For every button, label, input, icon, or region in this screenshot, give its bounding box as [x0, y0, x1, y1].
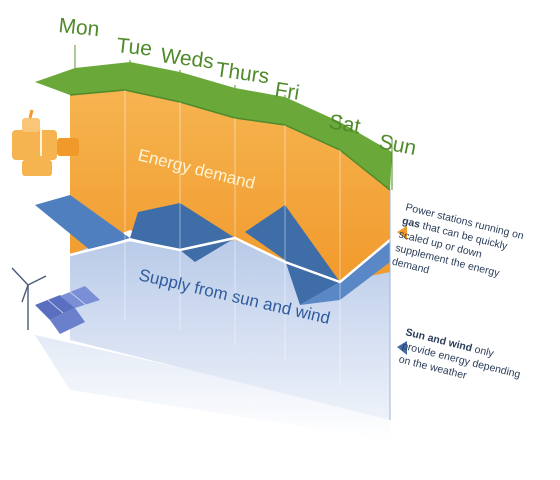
gas-note-pointer: [397, 226, 407, 240]
demand-top-green-face: [35, 62, 392, 190]
supply-top-edge: [69, 236, 391, 284]
supply-zigzag-fri: [245, 205, 340, 305]
day-label-sat: Sat: [327, 110, 362, 138]
supply-zigzag-right: [300, 240, 390, 305]
day-ticks: [74, 45, 393, 152]
gas-note-bold: gas: [401, 215, 422, 231]
sun-wind-note-pointer: [397, 341, 407, 355]
sun-wind-note-line-1-rest: only: [470, 343, 495, 360]
wind-turbine-icon: [11, 267, 47, 330]
day-label-mon: Mon: [57, 14, 100, 41]
gas-note: Power stations running on gas that can b…: [391, 201, 525, 279]
day-label-tue: Tue: [115, 34, 153, 61]
day-label-weds: Weds: [159, 44, 215, 73]
solar-panel-icon: [35, 286, 100, 334]
day-dividers: [124, 90, 341, 385]
day-label-thurs: Thurs: [214, 58, 270, 88]
supply-zigzag-left: [35, 195, 130, 250]
supply-zigzag-mid: [130, 203, 235, 262]
demand-top-edge: [69, 89, 391, 191]
floor-shadow: [35, 335, 390, 440]
day-label-fri: Fri: [273, 78, 301, 105]
sun-wind-note: Sun and wind only provide energy dependi…: [398, 326, 522, 382]
gas-power-station-icon: [12, 109, 79, 176]
